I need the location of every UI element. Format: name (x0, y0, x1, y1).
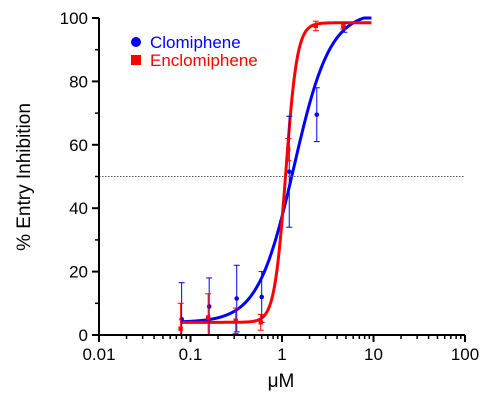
data-point-enclomiphene (178, 326, 183, 331)
x-tick-label: 100 (451, 345, 479, 364)
y-tick-label: 0 (79, 326, 88, 345)
axes: 0 20 40 60 80 100 0.01 0.1 1 10 100 (60, 9, 480, 364)
data-point-enclomiphene (341, 23, 346, 29)
legend-label-clomiphene: Clomiphene (150, 33, 241, 52)
data-point-enclomiphene (313, 23, 318, 29)
legend-label-enclomiphene: Enclomiphene (150, 51, 258, 70)
data-point-clomiphene (259, 294, 265, 300)
data-point-enclomiphene (233, 318, 238, 323)
y-tick-label: 40 (69, 199, 88, 218)
data-point-enclomiphene (286, 147, 291, 152)
data-point-clomiphene (286, 169, 292, 175)
y-tick-label: 100 (60, 9, 88, 28)
data-point-enclomiphene (205, 315, 211, 320)
y-tick-label: 20 (69, 263, 88, 282)
fit-curves (181, 16, 372, 324)
data-point-clomiphene (179, 316, 184, 322)
data-point-clomiphene (314, 112, 320, 117)
y-tick-label: 60 (69, 136, 88, 155)
y-tick-label: 80 (69, 72, 88, 91)
x-tick-label: 10 (364, 345, 383, 364)
data-point-clomiphene (206, 304, 212, 309)
fit-curve-enclomiphene (181, 21, 372, 324)
x-tick-label: 1 (277, 345, 286, 364)
x-tick-label: 0.1 (179, 345, 203, 364)
data-points (177, 20, 348, 336)
data-point-clomiphene (234, 296, 240, 301)
fit-curve-clomiphene (181, 16, 372, 324)
legend-marker-clomiphene (131, 37, 141, 47)
data-point-enclomiphene (258, 320, 263, 325)
legend-marker-enclomiphene (131, 55, 141, 65)
y-axis-title: % Entry Inhibition (14, 103, 35, 251)
x-axis-title: μM (268, 371, 295, 392)
x-tick-label: 0.01 (82, 345, 115, 364)
